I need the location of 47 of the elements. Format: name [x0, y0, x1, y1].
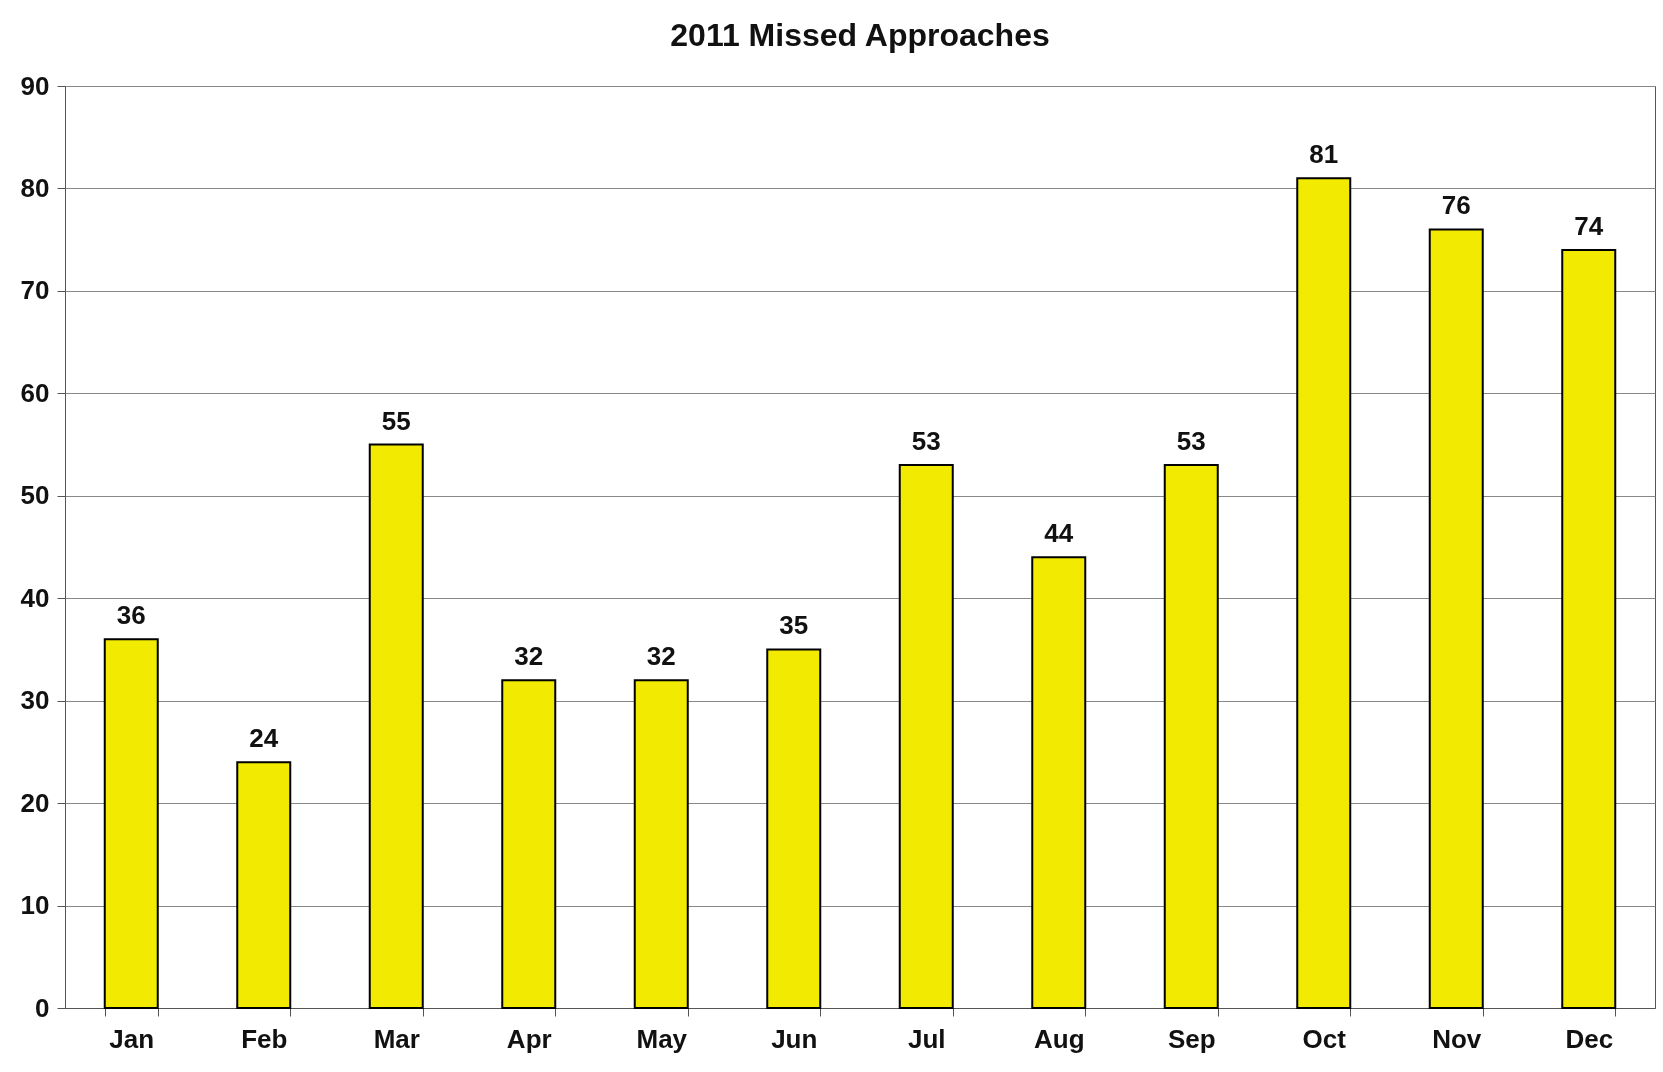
data-label: 32 [514, 641, 544, 672]
bar [1561, 248, 1617, 1009]
bar [501, 679, 557, 1009]
data-label: 32 [646, 641, 676, 672]
y-tick-label: 70 [20, 275, 50, 306]
x-tick-label: Feb [241, 1023, 288, 1054]
bar [766, 648, 822, 1009]
y-tick-label: 30 [20, 685, 50, 716]
bar [103, 638, 159, 1009]
data-label: 36 [116, 600, 146, 631]
x-tick-label: Aug [1033, 1023, 1085, 1054]
x-tick-label: Oct [1302, 1023, 1347, 1054]
y-tick-label: 10 [20, 890, 50, 921]
y-tick-label: 50 [20, 480, 50, 511]
chart-title: 2011 Missed Approaches [670, 17, 1050, 53]
bar [1428, 228, 1484, 1009]
x-tick-label: Sep [1167, 1023, 1216, 1054]
y-tick-label: 40 [20, 582, 50, 613]
y-tick-label: 80 [20, 172, 50, 203]
x-tick-label: Jun [771, 1023, 818, 1054]
x-tick-label: Nov [1432, 1023, 1482, 1054]
x-tick-label: May [636, 1023, 688, 1054]
y-tick-label: 60 [20, 377, 50, 408]
bar [898, 464, 954, 1009]
y-tick-label: 20 [20, 787, 50, 818]
data-label: 53 [1176, 426, 1206, 457]
bar [368, 443, 424, 1009]
data-label: 35 [779, 610, 809, 641]
data-label: 55 [381, 405, 411, 436]
x-tick-label: Apr [506, 1023, 552, 1054]
bar [1031, 556, 1087, 1009]
bar [633, 679, 689, 1009]
data-label: 44 [1044, 518, 1074, 549]
data-label: 53 [911, 426, 941, 457]
y-tick-label: 0 [35, 992, 50, 1023]
x-tick-label: Mar [373, 1023, 420, 1054]
x-tick-label: Jan [109, 1023, 155, 1054]
bar [236, 761, 292, 1009]
y-tick-label: 90 [20, 70, 50, 101]
data-label: 24 [249, 723, 279, 754]
x-tick-label: Jul [907, 1023, 946, 1054]
data-label: 74 [1574, 210, 1604, 241]
data-label: 76 [1441, 190, 1471, 221]
bar [1296, 177, 1352, 1009]
x-tick-label: Dec [1565, 1023, 1614, 1054]
bar [1163, 464, 1219, 1009]
data-label: 81 [1309, 139, 1339, 170]
